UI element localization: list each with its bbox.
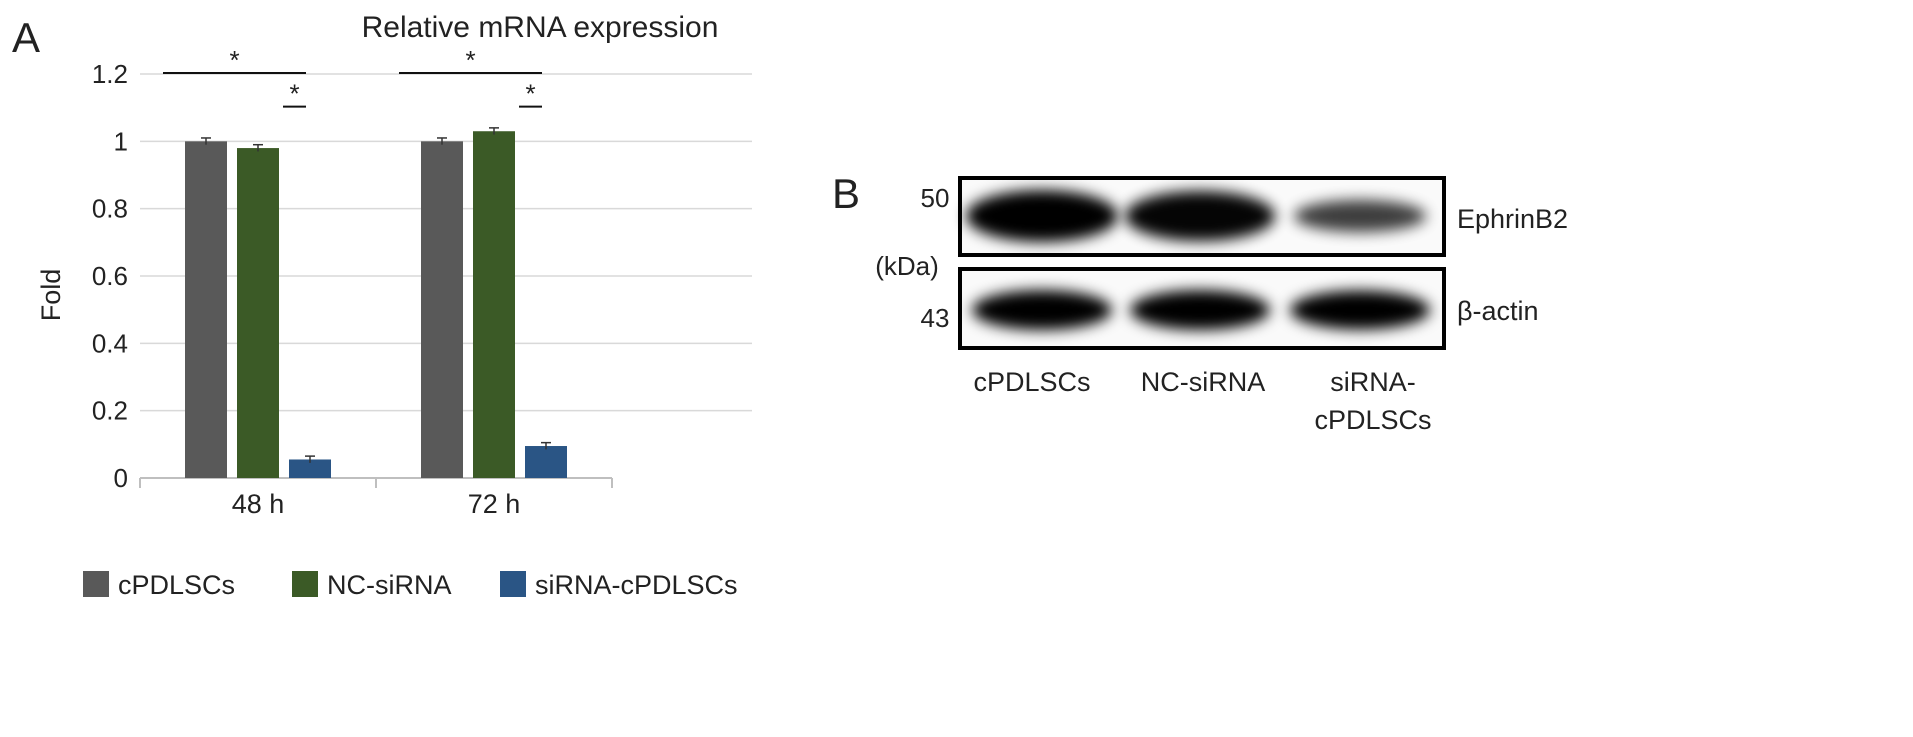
- legend: cPDLSCs NC-siRNA siRNA-cPDLSCs: [83, 570, 738, 600]
- y-tick-label: 0.2: [92, 396, 128, 426]
- marker-unit-label: (kDa): [875, 251, 939, 281]
- bars: [185, 131, 567, 479]
- panel-b-letter: B: [832, 170, 860, 217]
- bar-sirna-cpdlscs-72h: [525, 446, 567, 478]
- y-axis-label: Fold: [36, 269, 66, 322]
- band-actin-lane-1: [972, 290, 1112, 330]
- band-ephrinb2-lane-3: [1293, 199, 1427, 233]
- legend-swatch-nc-sirna: [292, 571, 318, 597]
- band-ephrinb2-lane-1: [966, 190, 1118, 242]
- y-tick-label: 0.8: [92, 194, 128, 224]
- panel-b-western-blot: B 50 (kDa) 43 EphrinB2 β-actin cPDLSCs NC…: [832, 170, 1568, 435]
- y-tick-label: 0: [114, 463, 128, 493]
- y-tick-label: 1: [114, 126, 128, 156]
- blot-ephrinb2: [958, 176, 1446, 257]
- error-bars: [201, 127, 551, 463]
- x-tick-label: 48 h: [232, 489, 285, 519]
- significance-markers: * * * *: [163, 45, 542, 109]
- y-tick-labels: 0 0.2 0.4 0.6 0.8 1 1.2: [92, 59, 128, 493]
- y-tick-label: 0.6: [92, 261, 128, 291]
- band-label-beta-actin: β-actin: [1457, 296, 1539, 326]
- bar-sirna-cpdlscs-48h: [289, 459, 331, 478]
- x-tick-label: 72 h: [468, 489, 521, 519]
- y-tick-label: 0.4: [92, 328, 128, 358]
- lane-label-line2: cPDLSCs: [1314, 405, 1431, 435]
- legend-swatch-cpdlscs: [83, 571, 109, 597]
- marker-50-label: 50: [921, 183, 950, 213]
- x-axis: [139, 477, 613, 488]
- significance-star: *: [465, 45, 475, 75]
- lane-label: NC-siRNA: [1141, 367, 1266, 397]
- band-actin-lane-3: [1290, 290, 1430, 330]
- bar-cpdlscs-72h: [421, 141, 463, 479]
- lane-label: cPDLSCs: [973, 367, 1090, 397]
- lane-labels: cPDLSCs NC-siRNA siRNA-cPDLSCs: [973, 367, 1431, 435]
- legend-swatch-sirna-cpdlscs: [500, 571, 526, 597]
- significance-star: *: [525, 79, 535, 109]
- band-actin-lane-2: [1130, 290, 1270, 330]
- band-label-ephrinb2: EphrinB2: [1457, 204, 1568, 234]
- band-ephrinb2-lane-2: [1124, 190, 1276, 242]
- x-tick-labels: 48 h 72 h: [232, 489, 521, 519]
- significance-star: *: [289, 79, 299, 109]
- legend-label-cpdlscs: cPDLSCs: [118, 570, 235, 600]
- significance-star: *: [229, 45, 239, 75]
- panel-a-bar-chart: A Relative mRNA expression Fold 00.20.40…: [12, 11, 752, 600]
- chart-title: Relative mRNA expression: [362, 11, 719, 44]
- bar-nc-sirna-72h: [473, 131, 515, 478]
- bar-nc-sirna-48h: [237, 148, 279, 479]
- legend-label-nc-sirna: NC-siRNA: [327, 570, 452, 600]
- y-tick-label: 1.2: [92, 59, 128, 89]
- blot-beta-actin: [958, 267, 1446, 350]
- panel-a-letter: A: [12, 14, 40, 61]
- lane-label: siRNA-: [1330, 367, 1416, 397]
- legend-label-sirna-cpdlscs: siRNA-cPDLSCs: [535, 570, 738, 600]
- bar-cpdlscs-48h: [185, 141, 227, 479]
- marker-43-label: 43: [921, 303, 950, 333]
